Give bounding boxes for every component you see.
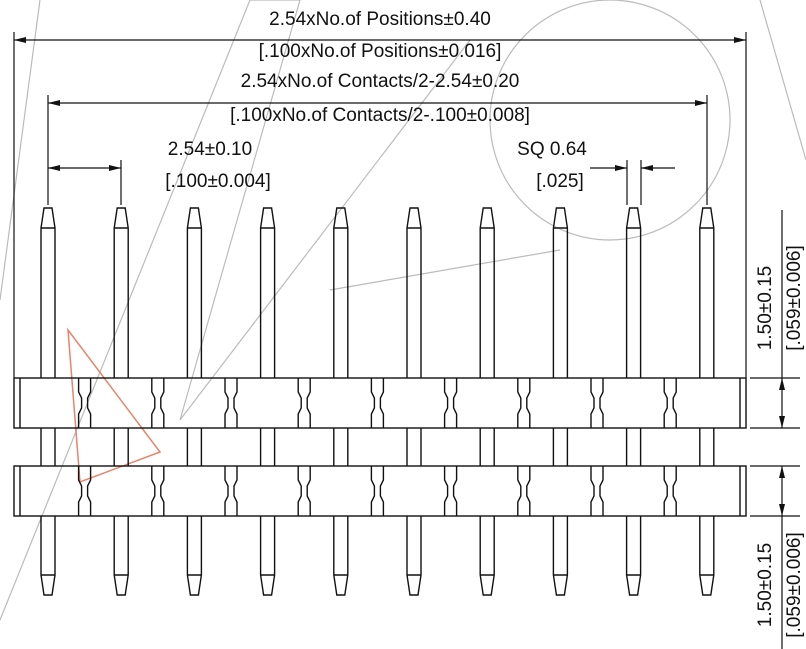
housing [13, 465, 747, 517]
watermark [0, 0, 806, 621]
housing-notch [77, 378, 92, 428]
dimension-text: [.100xNo.of Contacts/2-.100±0.008] [230, 105, 530, 126]
dimension-text: 1.50±0.15 [755, 543, 776, 627]
dimension-text: [.100±0.004] [165, 171, 271, 192]
pin-mid [333, 428, 349, 466]
pin-bottom [259, 516, 276, 596]
pin-mid [113, 428, 129, 466]
pin-top [186, 207, 203, 378]
housing-notch [370, 466, 385, 516]
pin-bottom [699, 516, 715, 596]
dimension-text: 1.50±0.15 [755, 266, 776, 350]
pin-mid [479, 428, 495, 466]
dimension-text: [.059±0.006] [784, 245, 805, 351]
housing-notch [297, 466, 311, 516]
dimension-text: SQ 0.64 [517, 139, 587, 160]
pin-mid [552, 428, 569, 466]
housing-notch [224, 466, 238, 516]
pin-mid [699, 428, 715, 466]
pin-top [699, 207, 715, 378]
pin-top [552, 207, 569, 378]
pin-bottom [186, 516, 203, 596]
pin-mid [625, 428, 642, 466]
dimension-text: 2.54±0.10 [168, 139, 252, 160]
housing-notch [370, 378, 385, 428]
pin-top [259, 207, 276, 378]
pin-mid [259, 428, 276, 466]
dimension-text: 2.54xNo.of Contacts/2-2.54±0.20 [241, 71, 520, 92]
pin-top [113, 207, 129, 378]
housing-notch [590, 466, 604, 516]
connector [13, 207, 747, 596]
dimension-text: [.100xNo.of Positions±0.016] [259, 41, 502, 62]
pin-bottom [479, 516, 495, 596]
dimension-text: [.059±0.006] [784, 532, 805, 638]
pin-mid [406, 428, 422, 466]
housing-notch [663, 466, 677, 516]
pin-bottom [552, 516, 569, 596]
pin-top [406, 207, 422, 378]
housing-notch [151, 378, 165, 428]
pin-bottom [625, 516, 642, 596]
pin-top [625, 207, 642, 378]
dimension-lines [13, 32, 800, 649]
pin-mid [40, 428, 56, 466]
housing-notch [77, 466, 92, 516]
dimension-text: 2.54xNo.of Positions±0.40 [269, 9, 491, 30]
pin-top [479, 207, 495, 378]
dimension-text: [.025] [536, 171, 584, 192]
housing-notch [443, 466, 458, 516]
pin-top [333, 207, 349, 378]
pin-bottom [333, 516, 349, 596]
housing-notch [517, 378, 531, 428]
housing-notch [663, 378, 677, 428]
pin-bottom [406, 516, 422, 596]
housing [13, 377, 747, 429]
pin-top [40, 207, 56, 378]
housing-notch [590, 378, 604, 428]
housing-notch [224, 378, 238, 428]
housing-notch [297, 378, 311, 428]
housing-notch [517, 466, 531, 516]
housing-notch [151, 466, 165, 516]
pin-bottom [40, 516, 56, 596]
pin-mid [186, 428, 203, 466]
housing-notch [443, 378, 458, 428]
pin-bottom [113, 516, 129, 596]
